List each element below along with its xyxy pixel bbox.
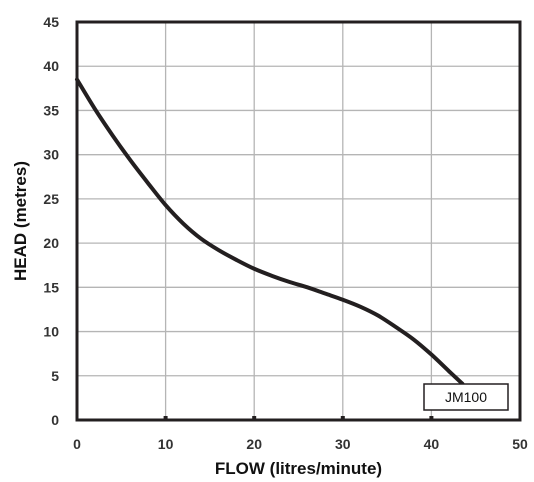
y-tick-label: 20 <box>43 235 59 251</box>
y-tick-label: 35 <box>43 102 59 118</box>
x-tick-mark <box>429 416 434 420</box>
plot-frame <box>75 20 522 422</box>
x-tick-label: 50 <box>512 436 528 452</box>
legend-box <box>423 383 509 411</box>
y-tick-label: 5 <box>51 368 59 384</box>
grid <box>77 22 520 420</box>
y-tick-label: 10 <box>43 324 59 340</box>
y-tick-label: 45 <box>43 14 59 30</box>
x-tick-label: 20 <box>246 436 262 452</box>
x-tick-mark <box>340 416 345 420</box>
x-tick-label: 30 <box>335 436 351 452</box>
series-layer <box>75 77 465 386</box>
x-axis-title: FLOW (litres/minute) <box>215 459 382 478</box>
x-tick-label: 10 <box>158 436 174 452</box>
y-tick-label: 40 <box>43 58 59 74</box>
y-axis-title: HEAD (metres) <box>11 161 30 281</box>
y-tick-label: 30 <box>43 147 59 163</box>
legend: JM100 <box>423 383 509 411</box>
legend-series-name: JM100 <box>445 389 487 405</box>
x-tick-mark <box>252 416 257 420</box>
y-tick-label: 25 <box>43 191 59 207</box>
y-tick-label: 15 <box>43 279 59 295</box>
x-tick-label: 0 <box>73 436 81 452</box>
y-tick-label: 0 <box>51 412 59 428</box>
y-axis-ticks: 0 5 10 15 20 25 30 35 40 45 <box>43 14 59 428</box>
x-tick-label: 40 <box>424 436 440 452</box>
x-tick-mark <box>163 416 168 420</box>
x-axis-ticks: 0 10 20 30 40 50 <box>73 436 528 452</box>
series-line-0 <box>75 77 465 386</box>
